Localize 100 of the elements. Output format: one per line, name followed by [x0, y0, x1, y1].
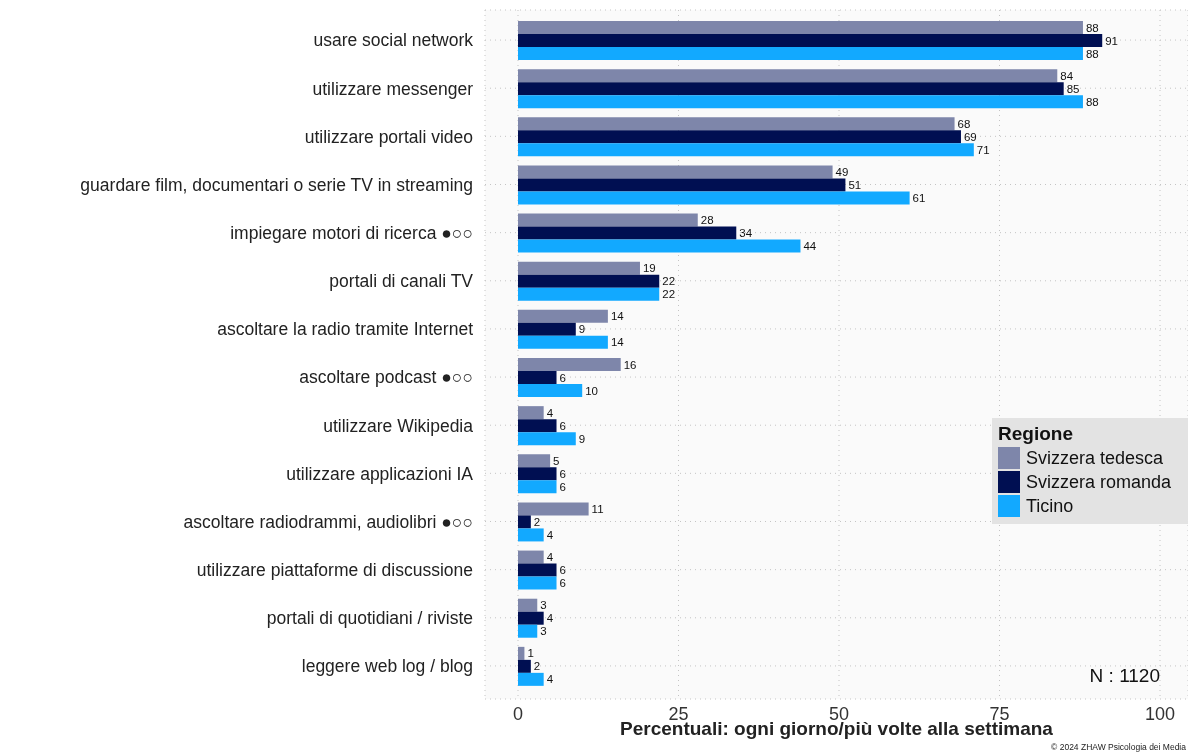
data-label: 4: [546, 551, 554, 564]
bar: [518, 646, 525, 660]
bar: [518, 598, 538, 612]
bar: [518, 165, 833, 179]
data-label: 4: [546, 529, 554, 542]
y-tick-label: utilizzare portali video: [304, 126, 473, 147]
data-label: 5: [553, 454, 560, 467]
bar: [518, 502, 589, 516]
y-tick-label: ascoltare la radio tramite Internet: [217, 319, 474, 340]
bar: [518, 515, 531, 529]
bar: [518, 371, 557, 384]
y-tick-label: utilizzare applicazioni IA: [286, 463, 474, 484]
x-tick-label: 100: [1144, 703, 1176, 724]
bar: [518, 117, 955, 131]
data-label: 16: [623, 358, 637, 371]
y-tick-label: portali di canali TV: [329, 271, 474, 292]
bar: [518, 659, 531, 673]
data-label: 51: [848, 179, 862, 192]
data-label: 14: [610, 336, 625, 349]
data-label: 1: [527, 647, 534, 660]
bar: [518, 432, 576, 446]
data-label: 4: [546, 612, 554, 625]
y-tick-label: utilizzare piattaforme di discussione: [196, 559, 473, 580]
bar: [518, 550, 544, 564]
data-label: 88: [1085, 95, 1099, 108]
data-label: 88: [1085, 47, 1099, 60]
data-label: 71: [976, 143, 990, 156]
data-label: 34: [739, 227, 753, 240]
y-tick-label: ascoltare radiodrammi, audiolibri ●○○: [183, 511, 473, 532]
data-label: 6: [559, 564, 566, 577]
bar: [518, 563, 557, 577]
data-label: 6: [559, 419, 566, 432]
x-tick-label: 0: [512, 703, 524, 724]
bar: [518, 611, 544, 625]
data-label: 3: [540, 599, 547, 612]
bar: [518, 467, 557, 481]
bar: [518, 322, 576, 336]
data-label: 6: [559, 480, 566, 493]
data-label: 49: [835, 166, 849, 179]
bar: [518, 178, 846, 192]
legend-label: Svizzera tedesca: [1026, 447, 1164, 469]
data-label: 4: [546, 673, 554, 686]
bar: [518, 143, 974, 157]
y-tick-label: ascoltare podcast ●○○: [299, 367, 473, 388]
y-tick-label: utilizzare Wikipedia: [323, 415, 474, 436]
bar: [518, 34, 1103, 47]
data-label: 84: [1060, 69, 1074, 82]
data-label: 88: [1085, 21, 1099, 34]
data-label: 28: [700, 214, 714, 227]
bar: [518, 287, 660, 301]
data-label: 61: [912, 192, 926, 205]
y-tick-label: guardare film, documentari o serie TV in streaming: [80, 174, 473, 195]
legend-label: Svizzera romanda: [1026, 471, 1172, 493]
bar: [518, 95, 1083, 109]
bar: [518, 21, 1083, 34]
bar: [518, 213, 698, 227]
bar: [518, 419, 557, 433]
data-label: 69: [963, 130, 977, 143]
bar: [518, 335, 608, 349]
bar: [518, 454, 551, 468]
bar: [518, 261, 640, 275]
y-tick-label: leggere web log / blog: [301, 656, 473, 677]
data-label: 6: [559, 371, 566, 384]
data-label: 19: [642, 262, 656, 275]
data-label: 2: [533, 516, 541, 529]
y-tick-label: impiegare motori di ricerca ●○○: [230, 222, 473, 243]
y-tick-label: portali di quotidiani / riviste: [266, 608, 473, 629]
data-label: 9: [578, 432, 586, 445]
bar: [518, 672, 544, 686]
legend-label: Ticino: [1026, 495, 1074, 517]
data-label: 22: [662, 275, 676, 288]
bar: [518, 130, 961, 144]
bar: [518, 309, 608, 323]
data-label: 14: [610, 310, 625, 323]
legend-title: Regione: [998, 422, 1074, 446]
annotation: N : 1120: [1089, 665, 1160, 686]
bar: [518, 480, 557, 494]
bar: [518, 406, 544, 420]
data-label: 4: [546, 406, 554, 419]
bar: [518, 191, 910, 205]
bar: [518, 47, 1083, 60]
bar: [518, 358, 621, 371]
data-label: 9: [578, 323, 586, 336]
data-label: 91: [1105, 34, 1119, 47]
bar: [518, 239, 801, 253]
bar: [518, 69, 1058, 83]
bar: [518, 384, 583, 397]
data-label: 85: [1066, 82, 1080, 95]
data-label: 44: [803, 240, 817, 253]
bar: [518, 274, 660, 288]
text: © 2024 ZHAW Psicologia dei Media: [1051, 742, 1186, 752]
data-label: 3: [540, 625, 547, 638]
bar: [518, 528, 544, 542]
data-label: 6: [559, 577, 566, 590]
data-label: 6: [559, 467, 566, 480]
data-label: 10: [585, 384, 598, 397]
data-label: 2: [533, 660, 541, 673]
data-label: 68: [957, 117, 971, 130]
data-label: 11: [591, 503, 604, 516]
data-label: 22: [662, 288, 676, 301]
